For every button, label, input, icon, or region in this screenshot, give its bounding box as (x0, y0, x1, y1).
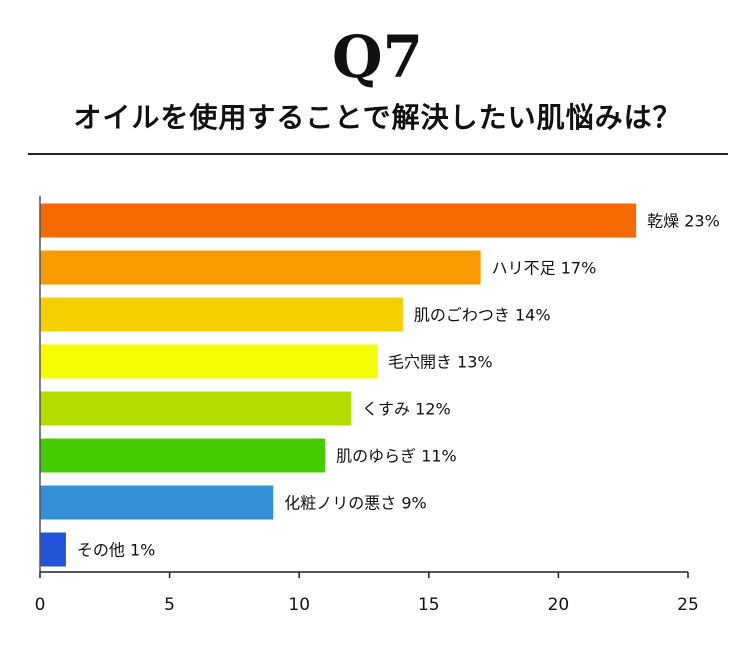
x-tick-label: 0 (35, 595, 46, 615)
bar (40, 391, 352, 426)
x-tick-label: 10 (288, 595, 310, 615)
bar (40, 532, 66, 567)
x-tick-label: 20 (548, 595, 570, 615)
data-label: 化粧ノリの悪さ 9% (284, 494, 426, 513)
bar (40, 344, 377, 379)
data-label: くすみ 12% (362, 400, 451, 419)
data-label: ハリ不足 17% (492, 259, 597, 278)
data-label: 肌のごわつき 14% (414, 306, 551, 325)
x-tick-label: 15 (418, 595, 440, 615)
bar (40, 438, 326, 473)
question-title: オイルを使用することで解決したい肌悩みは？ (73, 101, 682, 134)
chart-header: Q7 オイルを使用することで解決したい肌悩みは？ (0, 0, 755, 160)
data-label: 毛穴開き 13% (388, 353, 493, 372)
question-number: Q7 (332, 23, 423, 91)
header-divider (28, 153, 728, 155)
data-label: 肌のゆらぎ 11% (336, 447, 457, 466)
x-tick-label: 5 (164, 595, 175, 615)
bar (40, 297, 403, 332)
bar (40, 203, 637, 238)
x-tick-label: 25 (677, 595, 699, 615)
bar (40, 485, 274, 520)
data-label: その他 1% (77, 541, 155, 560)
data-label: 乾燥 23% (647, 212, 720, 231)
bar (40, 250, 481, 285)
